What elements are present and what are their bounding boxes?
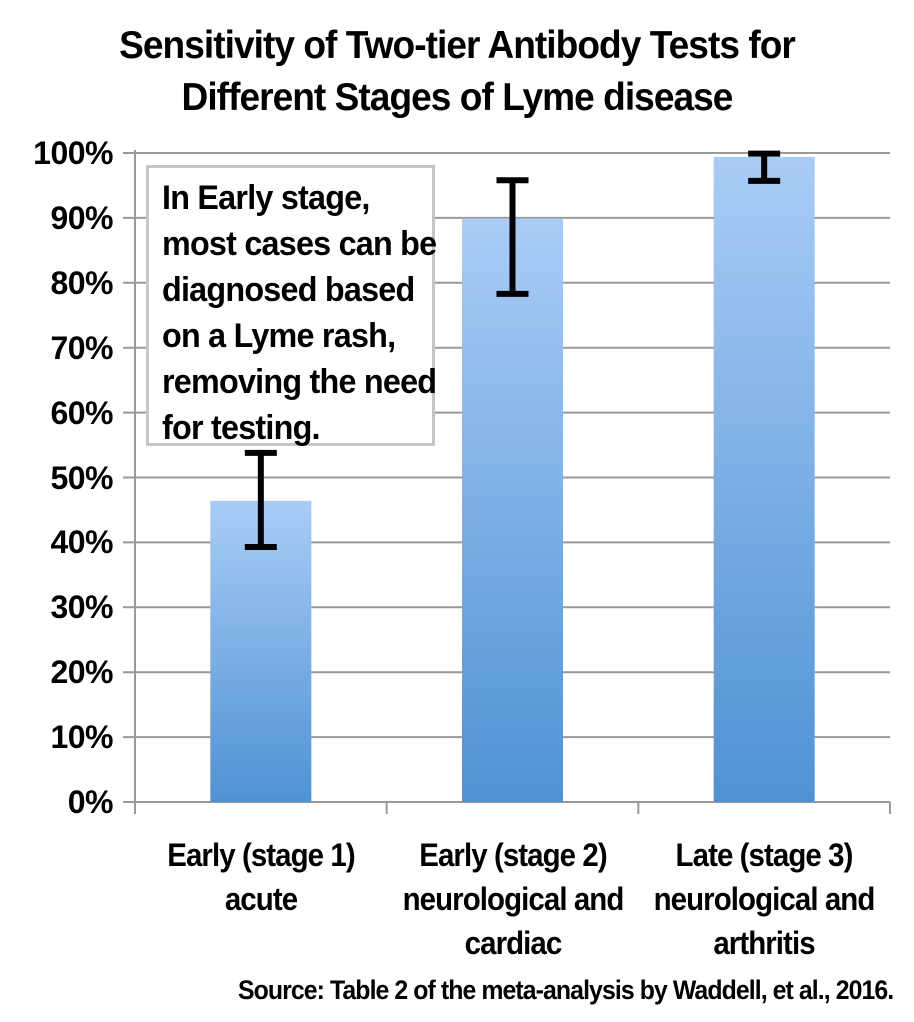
x-axis-category-label-line: acute [224, 881, 298, 917]
chart-title-line1: Sensitivity of Two-tier Antibody Tests f… [119, 24, 796, 67]
x-axis-category-label-line: neurological and [653, 881, 876, 917]
y-axis-tick-label: 90% [50, 199, 113, 236]
x-axis-category-label: Early (stage 2) neurological and cardiac [393, 833, 632, 965]
annotation-text-line: In Early stage, [162, 179, 370, 217]
chart-title-line2: Different Stages of Lyme disease [181, 76, 734, 119]
y-axis-tick-label: 0% [67, 784, 114, 820]
annotation-text-line: for testing. [162, 409, 321, 447]
x-axis-category-label-line: Late (stage 3) [675, 837, 854, 873]
annotation-text-line: on a Lyme rash, [162, 317, 396, 355]
x-axis-category-label-line: Early (stage 2) [418, 837, 607, 873]
bar [462, 218, 563, 802]
y-axis-tick-label: 60% [50, 394, 113, 431]
bar [210, 500, 312, 802]
x-axis-category-label-line: cardiac [464, 925, 562, 961]
y-axis-tick-label: 80% [50, 264, 113, 301]
y-axis-tick-label: 40% [50, 524, 113, 561]
y-axis-tick-label: 10% [50, 719, 113, 756]
annotation-text-line: removing the need [162, 363, 437, 401]
y-axis-tick-label: 100% [33, 135, 113, 171]
annotation-text-line: diagnosed based [162, 271, 415, 309]
x-axis-category-label-line: arthritis [713, 925, 815, 961]
chart-title: Sensitivity of Two-tier Antibody Tests f… [23, 20, 891, 124]
x-axis-category-label-line: Early (stage 1) [167, 837, 355, 873]
x-axis-category-label: Late (stage 3) neurological and arthritis [645, 833, 884, 965]
annotation-text-line: most cases can be [162, 225, 437, 263]
bar [713, 156, 815, 803]
y-axis-tick-label: 20% [50, 654, 113, 691]
y-axis-tick-label: 30% [50, 589, 113, 626]
source-caption: Source: Table 2 of the meta-analysis by … [237, 975, 894, 1005]
x-axis-category-label-line: neurological and [402, 881, 624, 917]
x-axis-category-label: Early (stage 1) acute [141, 833, 380, 921]
annotation-box: In Early stage, most cases can be diagnose… [146, 165, 437, 447]
y-axis-tick-label: 50% [50, 459, 113, 496]
y-axis-tick-label: 70% [50, 329, 113, 366]
